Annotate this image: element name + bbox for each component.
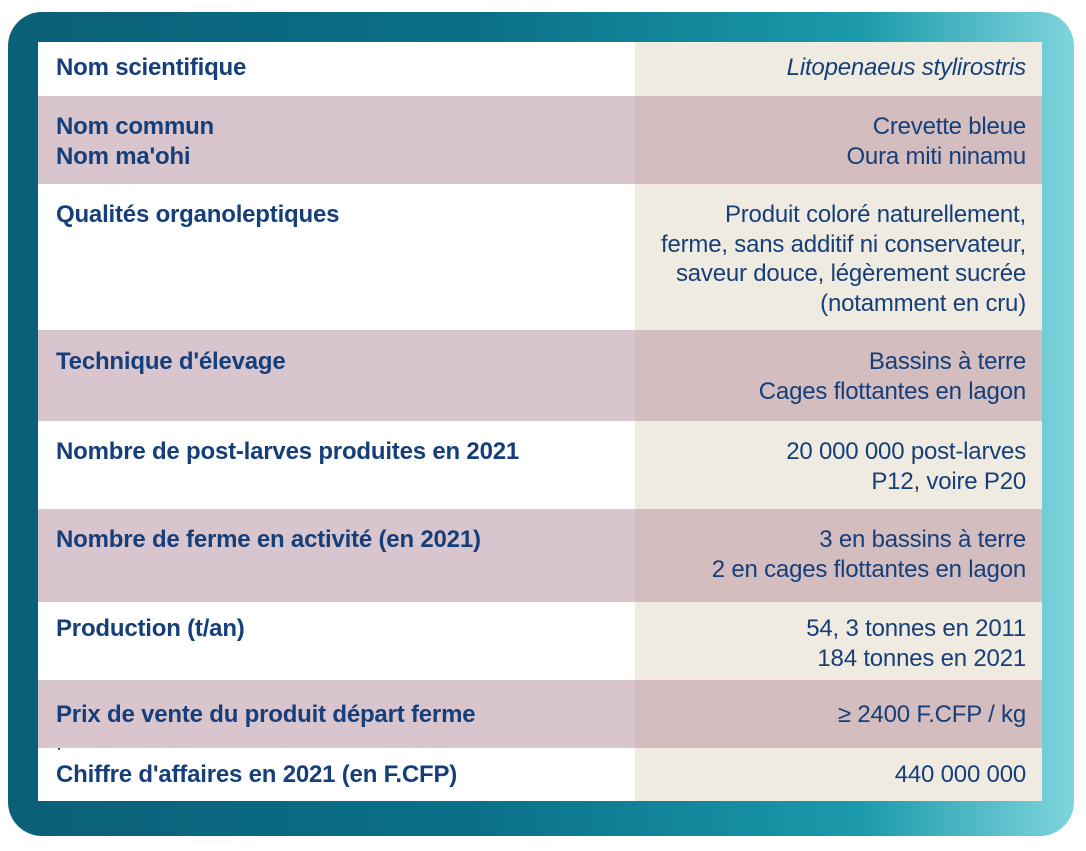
row-value: Bassins à terre Cages flottantes en lago… <box>635 330 1042 421</box>
row-value: 3 en bassins à terre 2 en cages flottant… <box>635 509 1042 602</box>
value-line: 2 en cages flottantes en lagon <box>711 555 1026 583</box>
table-row-farming-technique: Technique d'élevage Bassins à terre Cage… <box>38 330 1042 421</box>
value-line: Crevette bleue <box>872 113 1026 140</box>
row-label: Prix de vente du produit départ ferme <box>38 680 635 748</box>
row-label: Nombre de post-larves produites en 2021 <box>38 421 635 509</box>
table-row-common-name: Nom commun Nom ma'ohi Crevette bleue Our… <box>38 96 1042 184</box>
value-line: (notamment en cru) <box>820 289 1026 317</box>
info-table: Nom scientifique Litopenaeus stylirostri… <box>38 42 1042 801</box>
stray-dot <box>58 748 60 750</box>
value-line: saveur douce, légèrement sucrée <box>675 260 1026 287</box>
label-line: Qualités organoleptiques <box>56 201 340 228</box>
row-label: Technique d'élevage <box>38 330 635 421</box>
value-line: ferme, sans additif ni conservateur, <box>661 230 1026 258</box>
row-value: 20 000 000 post-larves P12, voire P20 <box>635 421 1042 509</box>
row-value: ≥ 2400 F.CFP / kg <box>635 680 1042 748</box>
value-line: 54, 3 tonnes en 2011 <box>806 615 1026 642</box>
table-row-scientific-name: Nom scientifique Litopenaeus stylirostri… <box>38 42 1042 96</box>
row-value: Produit coloré naturellement, ferme, san… <box>635 184 1042 330</box>
value-line: Bassins à terre <box>868 348 1026 375</box>
label-line: Nom ma'ohi <box>56 142 191 170</box>
value-line: P12, voire P20 <box>871 467 1026 495</box>
row-label: Nom scientifique <box>38 42 635 96</box>
table-row-active-farms: Nombre de ferme en activité (en 2021) 3 … <box>38 509 1042 602</box>
label-line: Nom commun <box>56 113 215 140</box>
value-line: ≥ 2400 F.CFP / kg <box>837 701 1026 728</box>
label-line: Nom scientifique <box>56 54 247 81</box>
table-row-sale-price: Prix de vente du produit départ ferme ≥ … <box>38 680 1042 748</box>
label-line: Prix de vente du produit départ ferme <box>56 701 476 728</box>
row-label: Nombre de ferme en activité (en 2021) <box>38 509 635 602</box>
row-label: Nom commun Nom ma'ohi <box>38 96 635 184</box>
value-line: 20 000 000 post-larves <box>786 438 1026 465</box>
label-line: Technique d'élevage <box>56 348 286 375</box>
row-label: Qualités organoleptiques <box>38 184 635 330</box>
label-line: Nombre de post-larves produites en 2021 <box>56 438 520 465</box>
value-line: Produit coloré naturellement, <box>724 201 1026 228</box>
table-row-turnover: Chiffre d'affaires en 2021 (en F.CFP) 44… <box>38 748 1042 801</box>
label-line: Nombre de ferme en activité (en 2021) <box>56 526 481 553</box>
table-row-production: Production (t/an) 54, 3 tonnes en 2011 1… <box>38 602 1042 680</box>
value-line: 184 tonnes en 2021 <box>817 644 1026 672</box>
row-label: Chiffre d'affaires en 2021 (en F.CFP) <box>38 748 635 801</box>
value-line: Litopenaeus stylirostris <box>786 54 1027 81</box>
row-value: 54, 3 tonnes en 2011 184 tonnes en 2021 <box>635 602 1042 680</box>
row-value: 440 000 000 <box>635 748 1042 801</box>
label-line: Chiffre d'affaires en 2021 (en F.CFP) <box>56 761 458 788</box>
value-line: 440 000 000 <box>894 761 1026 788</box>
row-label: Production (t/an) <box>38 602 635 680</box>
table-row-organoleptic: Qualités organoleptiques Produit coloré … <box>38 184 1042 330</box>
value-line: 3 en bassins à terre <box>819 526 1026 553</box>
value-line: Cages flottantes en lagon <box>758 377 1026 405</box>
label-line: Production (t/an) <box>56 615 245 642</box>
table-row-post-larvae: Nombre de post-larves produites en 2021 … <box>38 421 1042 509</box>
row-value: Crevette bleue Oura miti ninamu <box>635 96 1042 184</box>
row-value: Litopenaeus stylirostris <box>635 42 1042 96</box>
value-line: Oura miti ninamu <box>846 142 1026 170</box>
